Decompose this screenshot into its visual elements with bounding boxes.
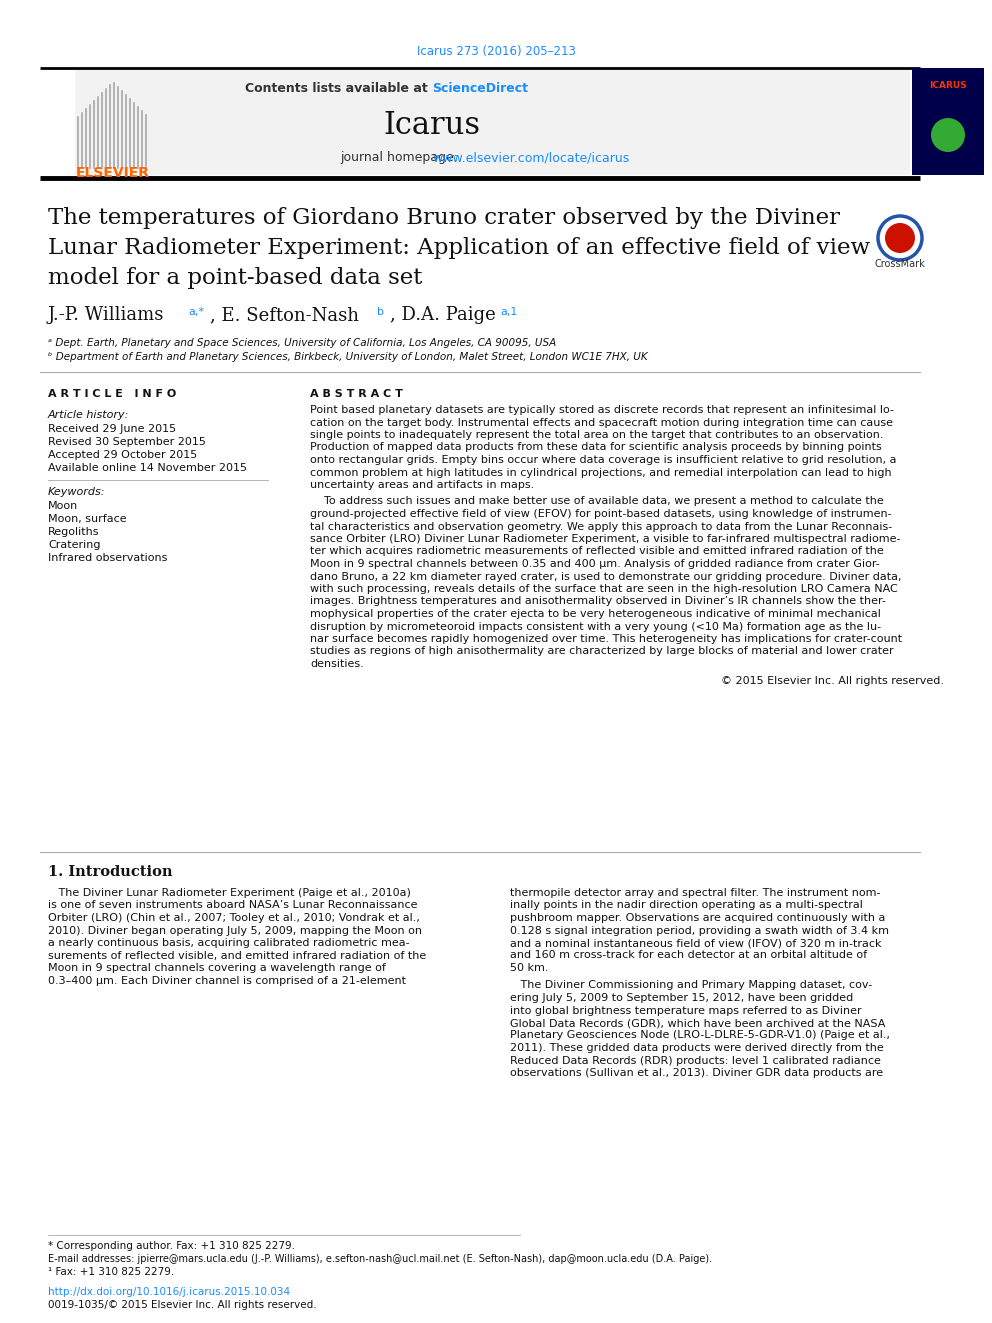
Text: The temperatures of Giordano Bruno crater observed by the Diviner: The temperatures of Giordano Bruno crate…	[48, 206, 840, 229]
Text: , D.A. Paige: , D.A. Paige	[390, 306, 496, 324]
Text: , E. Sefton-Nash: , E. Sefton-Nash	[210, 306, 359, 324]
Text: with such processing, reveals details of the surface that are seen in the high-r: with such processing, reveals details of…	[310, 583, 898, 594]
Text: images. Brightness temperatures and anisothermality observed in Diviner’s IR cha: images. Brightness temperatures and anis…	[310, 597, 886, 606]
Text: thermopile detector array and spectral filter. The instrument nom-: thermopile detector array and spectral f…	[510, 888, 881, 898]
Text: onto rectangular grids. Empty bins occur where data coverage is insufficient rel: onto rectangular grids. Empty bins occur…	[310, 455, 897, 464]
Text: tal characteristics and observation geometry. We apply this approach to data fro: tal characteristics and observation geom…	[310, 521, 892, 532]
Text: 2011). These gridded data products were derived directly from the: 2011). These gridded data products were …	[510, 1043, 884, 1053]
Text: 2010). Diviner began operating July 5, 2009, mapping the Moon on: 2010). Diviner began operating July 5, 2…	[48, 926, 422, 935]
Text: Moon in 9 spectral channels covering a wavelength range of: Moon in 9 spectral channels covering a w…	[48, 963, 386, 972]
Text: observations (Sullivan et al., 2013). Diviner GDR data products are: observations (Sullivan et al., 2013). Di…	[510, 1068, 883, 1078]
Circle shape	[885, 224, 915, 253]
Text: 0019-1035/© 2015 Elsevier Inc. All rights reserved.: 0019-1035/© 2015 Elsevier Inc. All right…	[48, 1301, 316, 1310]
Text: ᵃ Dept. Earth, Planetary and Space Sciences, University of California, Los Angel: ᵃ Dept. Earth, Planetary and Space Scien…	[48, 337, 557, 348]
Text: Accepted 29 October 2015: Accepted 29 October 2015	[48, 450, 197, 460]
Text: disruption by micrometeoroid impacts consistent with a very young (<10 Ma) forma: disruption by micrometeoroid impacts con…	[310, 622, 881, 631]
Text: Moon in 9 spectral channels between 0.35 and 400 μm. Analysis of gridded radianc: Moon in 9 spectral channels between 0.35…	[310, 560, 880, 569]
Text: ter which acquires radiometric measurements of reflected visible and emitted inf: ter which acquires radiometric measureme…	[310, 546, 884, 557]
Text: studies as regions of high anisothermality are characterized by large blocks of : studies as regions of high anisothermali…	[310, 647, 894, 656]
Text: surements of reflected visible, and emitted infrared radiation of the: surements of reflected visible, and emit…	[48, 950, 427, 960]
Text: J.-P. Williams: J.-P. Williams	[48, 306, 165, 324]
Text: a nearly continuous basis, acquiring calibrated radiometric mea-: a nearly continuous basis, acquiring cal…	[48, 938, 410, 949]
Text: pushbroom mapper. Observations are acquired continuously with a: pushbroom mapper. Observations are acqui…	[510, 913, 886, 923]
Text: www.elsevier.com/locate/icarus: www.elsevier.com/locate/icarus	[432, 152, 629, 164]
Text: and a nominal instantaneous field of view (IFOV) of 320 m in-track: and a nominal instantaneous field of vie…	[510, 938, 882, 949]
Text: b: b	[377, 307, 384, 318]
Text: is one of seven instruments aboard NASA’s Lunar Reconnaissance: is one of seven instruments aboard NASA’…	[48, 901, 418, 910]
Text: cation on the target body. Instrumental effects and spacecraft motion during int: cation on the target body. Instrumental …	[310, 418, 893, 427]
Text: © 2015 Elsevier Inc. All rights reserved.: © 2015 Elsevier Inc. All rights reserved…	[721, 676, 944, 687]
Text: densities.: densities.	[310, 659, 364, 669]
Text: model for a point-based data set: model for a point-based data set	[48, 267, 423, 288]
Text: sance Orbiter (LRO) Diviner Lunar Radiometer Experiment, a visible to far-infrar: sance Orbiter (LRO) Diviner Lunar Radiom…	[310, 534, 901, 544]
Text: common problem at high latitudes in cylindrical projections, and remedial interp: common problem at high latitudes in cyli…	[310, 467, 892, 478]
Text: Article history:: Article history:	[48, 410, 129, 419]
Text: Global Data Records (GDR), which have been archived at the NASA: Global Data Records (GDR), which have be…	[510, 1017, 886, 1028]
Text: * Corresponding author. Fax: +1 310 825 2279.: * Corresponding author. Fax: +1 310 825 …	[48, 1241, 295, 1252]
Text: inally points in the nadir direction operating as a multi-spectral: inally points in the nadir direction ope…	[510, 901, 863, 910]
Text: journal homepage:: journal homepage:	[340, 152, 462, 164]
Text: ᵇ Department of Earth and Planetary Sciences, Birkbeck, University of London, Ma: ᵇ Department of Earth and Planetary Scie…	[48, 352, 648, 363]
Text: http://dx.doi.org/10.1016/j.icarus.2015.10.034: http://dx.doi.org/10.1016/j.icarus.2015.…	[48, 1287, 290, 1297]
Text: and 160 m cross-track for each detector at an orbital altitude of: and 160 m cross-track for each detector …	[510, 950, 867, 960]
Text: Moon, surface: Moon, surface	[48, 515, 127, 524]
Text: A B S T R A C T: A B S T R A C T	[310, 389, 403, 400]
Text: A R T I C L E   I N F O: A R T I C L E I N F O	[48, 389, 177, 400]
Text: ering July 5, 2009 to September 15, 2012, have been gridded: ering July 5, 2009 to September 15, 2012…	[510, 994, 853, 1003]
Text: mophysical properties of the crater ejecta to be very heterogeneous indicative o: mophysical properties of the crater ejec…	[310, 609, 881, 619]
Text: Keywords:: Keywords:	[48, 487, 105, 497]
Text: Revised 30 September 2015: Revised 30 September 2015	[48, 437, 206, 447]
Text: Point based planetary datasets are typically stored as discrete records that rep: Point based planetary datasets are typic…	[310, 405, 894, 415]
Text: Orbiter (LRO) (Chin et al., 2007; Tooley et al., 2010; Vondrak et al.,: Orbiter (LRO) (Chin et al., 2007; Tooley…	[48, 913, 420, 923]
Text: dano Bruno, a 22 km diameter rayed crater, is used to demonstrate our gridding p: dano Bruno, a 22 km diameter rayed crate…	[310, 572, 902, 582]
Text: nar surface becomes rapidly homogenized over time. This heterogeneity has implic: nar surface becomes rapidly homogenized …	[310, 634, 902, 644]
Text: 0.3–400 μm. Each Diviner channel is comprised of a 21-element: 0.3–400 μm. Each Diviner channel is comp…	[48, 975, 406, 986]
Text: To address such issues and make better use of available data, we present a metho: To address such issues and make better u…	[310, 496, 884, 507]
Text: Production of mapped data products from these data for scientific analysis proce: Production of mapped data products from …	[310, 442, 882, 452]
Text: Regoliths: Regoliths	[48, 527, 99, 537]
Text: uncertainty areas and artifacts in maps.: uncertainty areas and artifacts in maps.	[310, 480, 535, 490]
Text: Icarus: Icarus	[384, 110, 480, 140]
Text: ELSEVIER: ELSEVIER	[76, 165, 150, 180]
Text: Available online 14 November 2015: Available online 14 November 2015	[48, 463, 247, 474]
Text: Received 29 June 2015: Received 29 June 2015	[48, 423, 177, 434]
Text: Reduced Data Records (RDR) products: level 1 calibrated radiance: Reduced Data Records (RDR) products: lev…	[510, 1056, 881, 1065]
FancyBboxPatch shape	[75, 67, 910, 175]
Text: a,*: a,*	[188, 307, 204, 318]
Text: 50 km.: 50 km.	[510, 963, 549, 972]
Text: 0.128 s signal integration period, providing a swath width of 3.4 km: 0.128 s signal integration period, provi…	[510, 926, 889, 935]
Text: Planetary Geosciences Node (LRO-L-DLRE-5-GDR-V1.0) (Paige et al.,: Planetary Geosciences Node (LRO-L-DLRE-5…	[510, 1031, 890, 1040]
Text: The Diviner Commissioning and Primary Mapping dataset, cov-: The Diviner Commissioning and Primary Ma…	[510, 980, 872, 991]
Text: E-mail addresses: jpierre@mars.ucla.edu (J.-P. Williams), e.sefton-nash@ucl.mail: E-mail addresses: jpierre@mars.ucla.edu …	[48, 1254, 712, 1263]
Text: The Diviner Lunar Radiometer Experiment (Paige et al., 2010a): The Diviner Lunar Radiometer Experiment …	[48, 888, 411, 898]
Text: Moon: Moon	[48, 501, 78, 511]
Text: CrossMark: CrossMark	[875, 259, 926, 269]
Text: 1. Introduction: 1. Introduction	[48, 865, 173, 878]
Text: Lunar Radiometer Experiment: Application of an effective field of view: Lunar Radiometer Experiment: Application…	[48, 237, 870, 259]
Text: a,1: a,1	[500, 307, 518, 318]
Text: ICARUS: ICARUS	[930, 81, 967, 90]
Text: ScienceDirect: ScienceDirect	[432, 82, 528, 94]
Text: ground-projected effective field of view (EFOV) for point-based datasets, using : ground-projected effective field of view…	[310, 509, 892, 519]
Text: single points to inadequately represent the total area on the target that contri: single points to inadequately represent …	[310, 430, 884, 441]
Text: ¹ Fax: +1 310 825 2279.: ¹ Fax: +1 310 825 2279.	[48, 1267, 175, 1277]
Text: into global brightness temperature maps referred to as Diviner: into global brightness temperature maps …	[510, 1005, 862, 1016]
Text: Contents lists available at: Contents lists available at	[245, 82, 432, 94]
FancyBboxPatch shape	[912, 67, 984, 175]
Text: Icarus 273 (2016) 205–213: Icarus 273 (2016) 205–213	[417, 45, 575, 58]
Text: Cratering: Cratering	[48, 540, 100, 550]
Text: Infrared observations: Infrared observations	[48, 553, 168, 564]
Circle shape	[931, 118, 965, 152]
